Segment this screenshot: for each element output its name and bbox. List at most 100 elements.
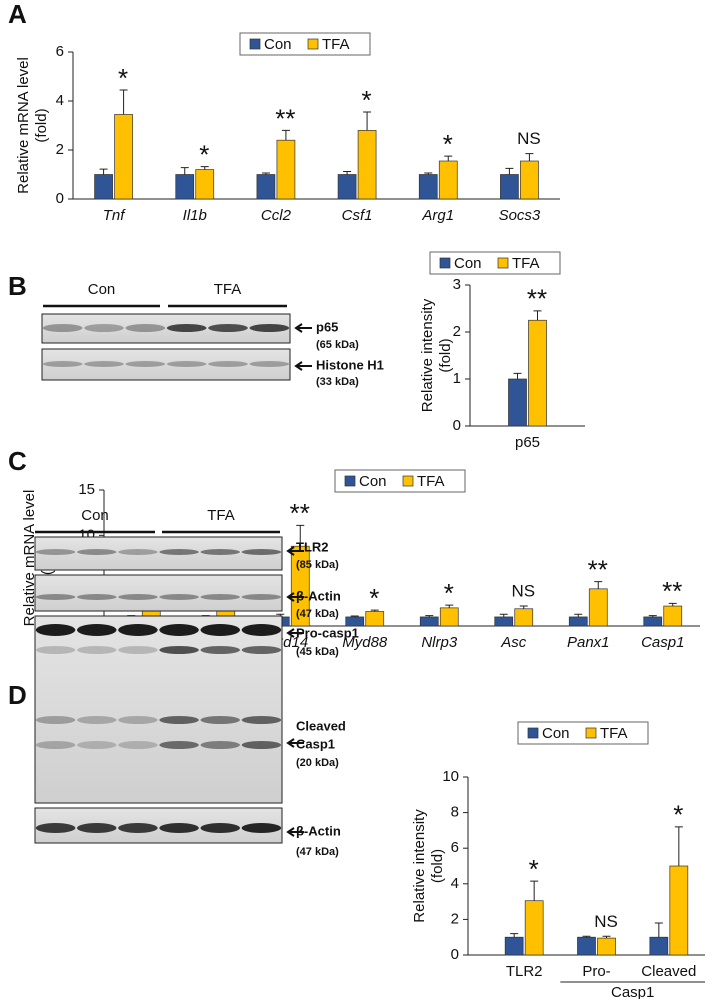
y-axis-label-line: (fold): [33, 108, 50, 142]
blot-band: [76, 823, 117, 833]
bar: [419, 616, 439, 627]
bar: [256, 174, 276, 200]
blot-band: [125, 361, 166, 367]
blot: [34, 615, 283, 804]
error-bar: [363, 111, 372, 131]
x-tick-label: Myd88: [342, 634, 388, 651]
x-tick-label: Socs3: [499, 207, 541, 224]
blot-band: [159, 716, 199, 724]
blot-band: [241, 646, 282, 654]
blot-band: [35, 823, 76, 833]
y-tick-label: 0: [451, 946, 459, 963]
x-tick-label: Arg1: [421, 207, 454, 224]
error-bar: [582, 935, 591, 938]
blot-band: [208, 324, 248, 332]
blot-band: [118, 716, 158, 724]
protein-label: β-Actin: [296, 823, 341, 838]
blot-band: [76, 646, 117, 654]
legend-label: TFA: [417, 473, 445, 490]
protein-label: β-Actin: [296, 588, 341, 603]
x-tick-label: Asc: [500, 634, 527, 651]
blot-band: [35, 624, 76, 636]
blot-band: [35, 549, 76, 555]
error-bar: [444, 155, 453, 162]
bar: [520, 160, 539, 200]
bar: [439, 607, 459, 627]
y-tick-label: 2: [56, 141, 64, 158]
blot-band: [118, 741, 158, 749]
molecular-weight: (47 kDa): [296, 608, 339, 620]
legend-swatch: [585, 727, 597, 739]
blot-band: [118, 624, 158, 636]
error-bar: [281, 129, 290, 141]
legend-swatch: [307, 38, 319, 50]
blot-band: [118, 646, 158, 654]
y-axis-label: Relative intensity (fold): [419, 298, 454, 412]
blot-band: [159, 741, 199, 749]
x-tick-label: Il1b: [183, 207, 207, 224]
error-bar: [99, 168, 108, 175]
y-axis-label-line: Relative intensity: [411, 809, 428, 923]
bar: [504, 936, 524, 956]
arrow: [286, 827, 304, 837]
blot-band: [76, 594, 117, 600]
error-bar: [510, 933, 519, 938]
blot-band: [84, 361, 124, 367]
error-bar: [505, 167, 514, 175]
blot-band: [159, 646, 199, 654]
blot-band: [118, 594, 158, 600]
blot-band: [76, 716, 117, 724]
legend-swatch: [497, 257, 509, 269]
y-tick-label: 0: [56, 190, 64, 207]
arrow: [286, 546, 304, 556]
blot-band: [200, 624, 241, 636]
arrow: [286, 738, 304, 748]
bar: [357, 130, 377, 200]
molecular-weight: (33 kDa): [316, 376, 359, 388]
error-bar: [533, 310, 542, 321]
legend-box: [239, 32, 371, 56]
blot-band: [200, 646, 241, 654]
legend-label: TFA: [600, 725, 628, 742]
bar: [643, 616, 663, 627]
y-tick-label: 1: [453, 370, 461, 387]
blot-band: [42, 324, 83, 332]
panel-label: D: [8, 680, 27, 710]
blot: [34, 807, 283, 844]
molecular-weight: (47 kDa): [296, 846, 339, 858]
blot: [41, 348, 291, 381]
bar: [649, 936, 669, 956]
bar: [514, 608, 534, 627]
arrow: [294, 323, 312, 333]
legend-label: Con: [542, 725, 570, 742]
legend-swatch: [344, 475, 356, 487]
blot-band: [76, 624, 117, 636]
x-tick-label: Nlrp3: [421, 634, 458, 651]
y-tick-label: 3: [453, 276, 461, 293]
blot-band: [159, 594, 199, 600]
error-bar: [499, 613, 508, 617]
significance-label: *: [199, 140, 209, 170]
bar: [508, 378, 527, 427]
blot-band: [118, 549, 158, 555]
blot-band: [200, 741, 241, 749]
x-tick-label: Panx1: [567, 634, 610, 651]
y-tick-label: 0: [453, 417, 461, 434]
blot: [41, 313, 291, 344]
bar: [494, 616, 514, 627]
group-label: TFA: [214, 281, 242, 298]
legend-label: Con: [359, 473, 387, 490]
blot-band: [118, 823, 158, 833]
bar: [114, 114, 133, 200]
blot-band: [208, 361, 248, 367]
significance-label: **: [527, 284, 547, 314]
protein-label: Histone H1: [316, 357, 384, 372]
group-label: TFA: [207, 507, 235, 524]
y-tick-label: 6: [56, 43, 64, 60]
y-axis-label: Relative mRNA level(fold): [15, 57, 50, 194]
arrow: [286, 628, 304, 638]
y-axis-label-line: Relative mRNA level: [21, 490, 38, 627]
significance-label: **: [290, 498, 310, 528]
bar: [276, 139, 296, 200]
